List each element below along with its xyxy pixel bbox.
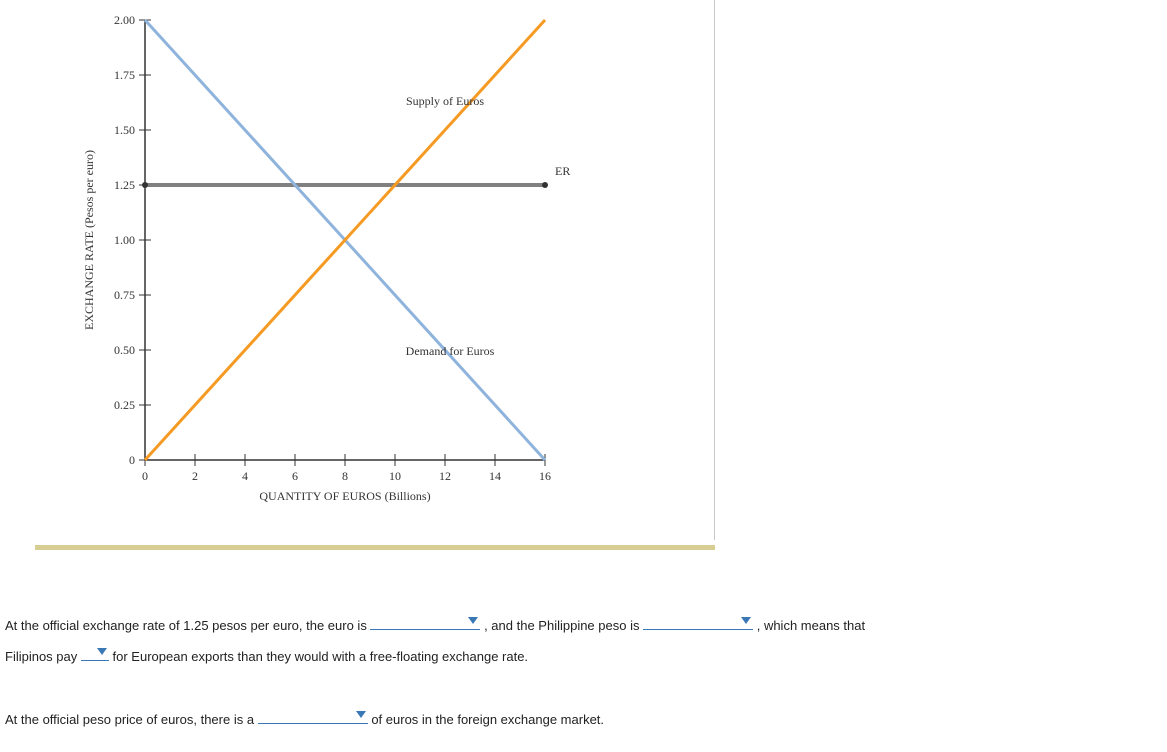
- chevron-down-icon: [741, 617, 751, 624]
- x-tick-7: 14: [489, 469, 501, 483]
- section-divider: [35, 545, 715, 550]
- y-tick-4: 1.00: [114, 233, 135, 247]
- chart-panel: 0 0.25 0.50 0.75 1.00 1.25 1.50: [35, 0, 715, 540]
- er-line-start-point: [142, 182, 148, 188]
- q-text-1c: , which means that: [757, 618, 865, 633]
- q-text-2b: for European exports than they would wit…: [113, 649, 529, 664]
- x-ticks: 0 2 4 6 8 10 12 14: [142, 454, 551, 483]
- x-axis-label: QUANTITY OF EUROS (Billions): [259, 489, 430, 503]
- exchange-rate-chart: 0 0.25 0.50 0.75 1.00 1.25 1.50: [35, 0, 714, 530]
- x-tick-8: 16: [539, 469, 551, 483]
- x-tick-4: 8: [342, 469, 348, 483]
- y-tick-5: 1.25: [114, 178, 135, 192]
- x-tick-6: 12: [439, 469, 451, 483]
- er-line-end-point: [542, 182, 548, 188]
- chevron-down-icon: [468, 617, 478, 624]
- chart-svg: 0 0.25 0.50 0.75 1.00 1.25 1.50: [35, 0, 715, 530]
- q-text-2a: Filipinos pay: [5, 649, 77, 664]
- y-tick-0: 0: [129, 453, 135, 467]
- x-tick-0: 0: [142, 469, 148, 483]
- chevron-down-icon: [356, 711, 366, 718]
- x-tick-3: 6: [292, 469, 298, 483]
- x-tick-1: 2: [192, 469, 198, 483]
- chevron-down-icon: [97, 648, 107, 655]
- dropdown-pay-more-less[interactable]: [81, 643, 109, 661]
- q-text-1b: , and the Philippine peso is: [484, 618, 639, 633]
- x-tick-5: 10: [389, 469, 401, 483]
- axes-group: 0 0.25 0.50 0.75 1.00 1.25 1.50: [82, 13, 551, 503]
- dropdown-surplus-shortage[interactable]: [258, 706, 368, 724]
- x-tick-2: 4: [242, 469, 248, 483]
- y-tick-1: 0.25: [114, 398, 135, 412]
- q-text-1a: At the official exchange rate of 1.25 pe…: [5, 618, 367, 633]
- y-tick-6: 1.50: [114, 123, 135, 137]
- supply-label: Supply of Euros: [406, 94, 484, 108]
- y-tick-7: 1.75: [114, 68, 135, 82]
- y-axis-label: EXCHANGE RATE (Pesos per euro): [82, 150, 96, 330]
- y-tick-8: 2.00: [114, 13, 135, 27]
- er-label: ER: [555, 164, 570, 178]
- page-root: 0 0.25 0.50 0.75 1.00 1.25 1.50: [0, 0, 1167, 752]
- dropdown-euro-valuation[interactable]: [370, 612, 480, 630]
- dropdown-peso-valuation[interactable]: [643, 612, 753, 630]
- y-tick-2: 0.50: [114, 343, 135, 357]
- question-paragraph: At the official exchange rate of 1.25 pe…: [5, 610, 1155, 735]
- q-text-3b: of euros in the foreign exchange market.: [371, 712, 604, 727]
- demand-label: Demand for Euros: [406, 344, 495, 358]
- q-text-3a: At the official peso price of euros, the…: [5, 712, 254, 727]
- y-tick-3: 0.75: [114, 288, 135, 302]
